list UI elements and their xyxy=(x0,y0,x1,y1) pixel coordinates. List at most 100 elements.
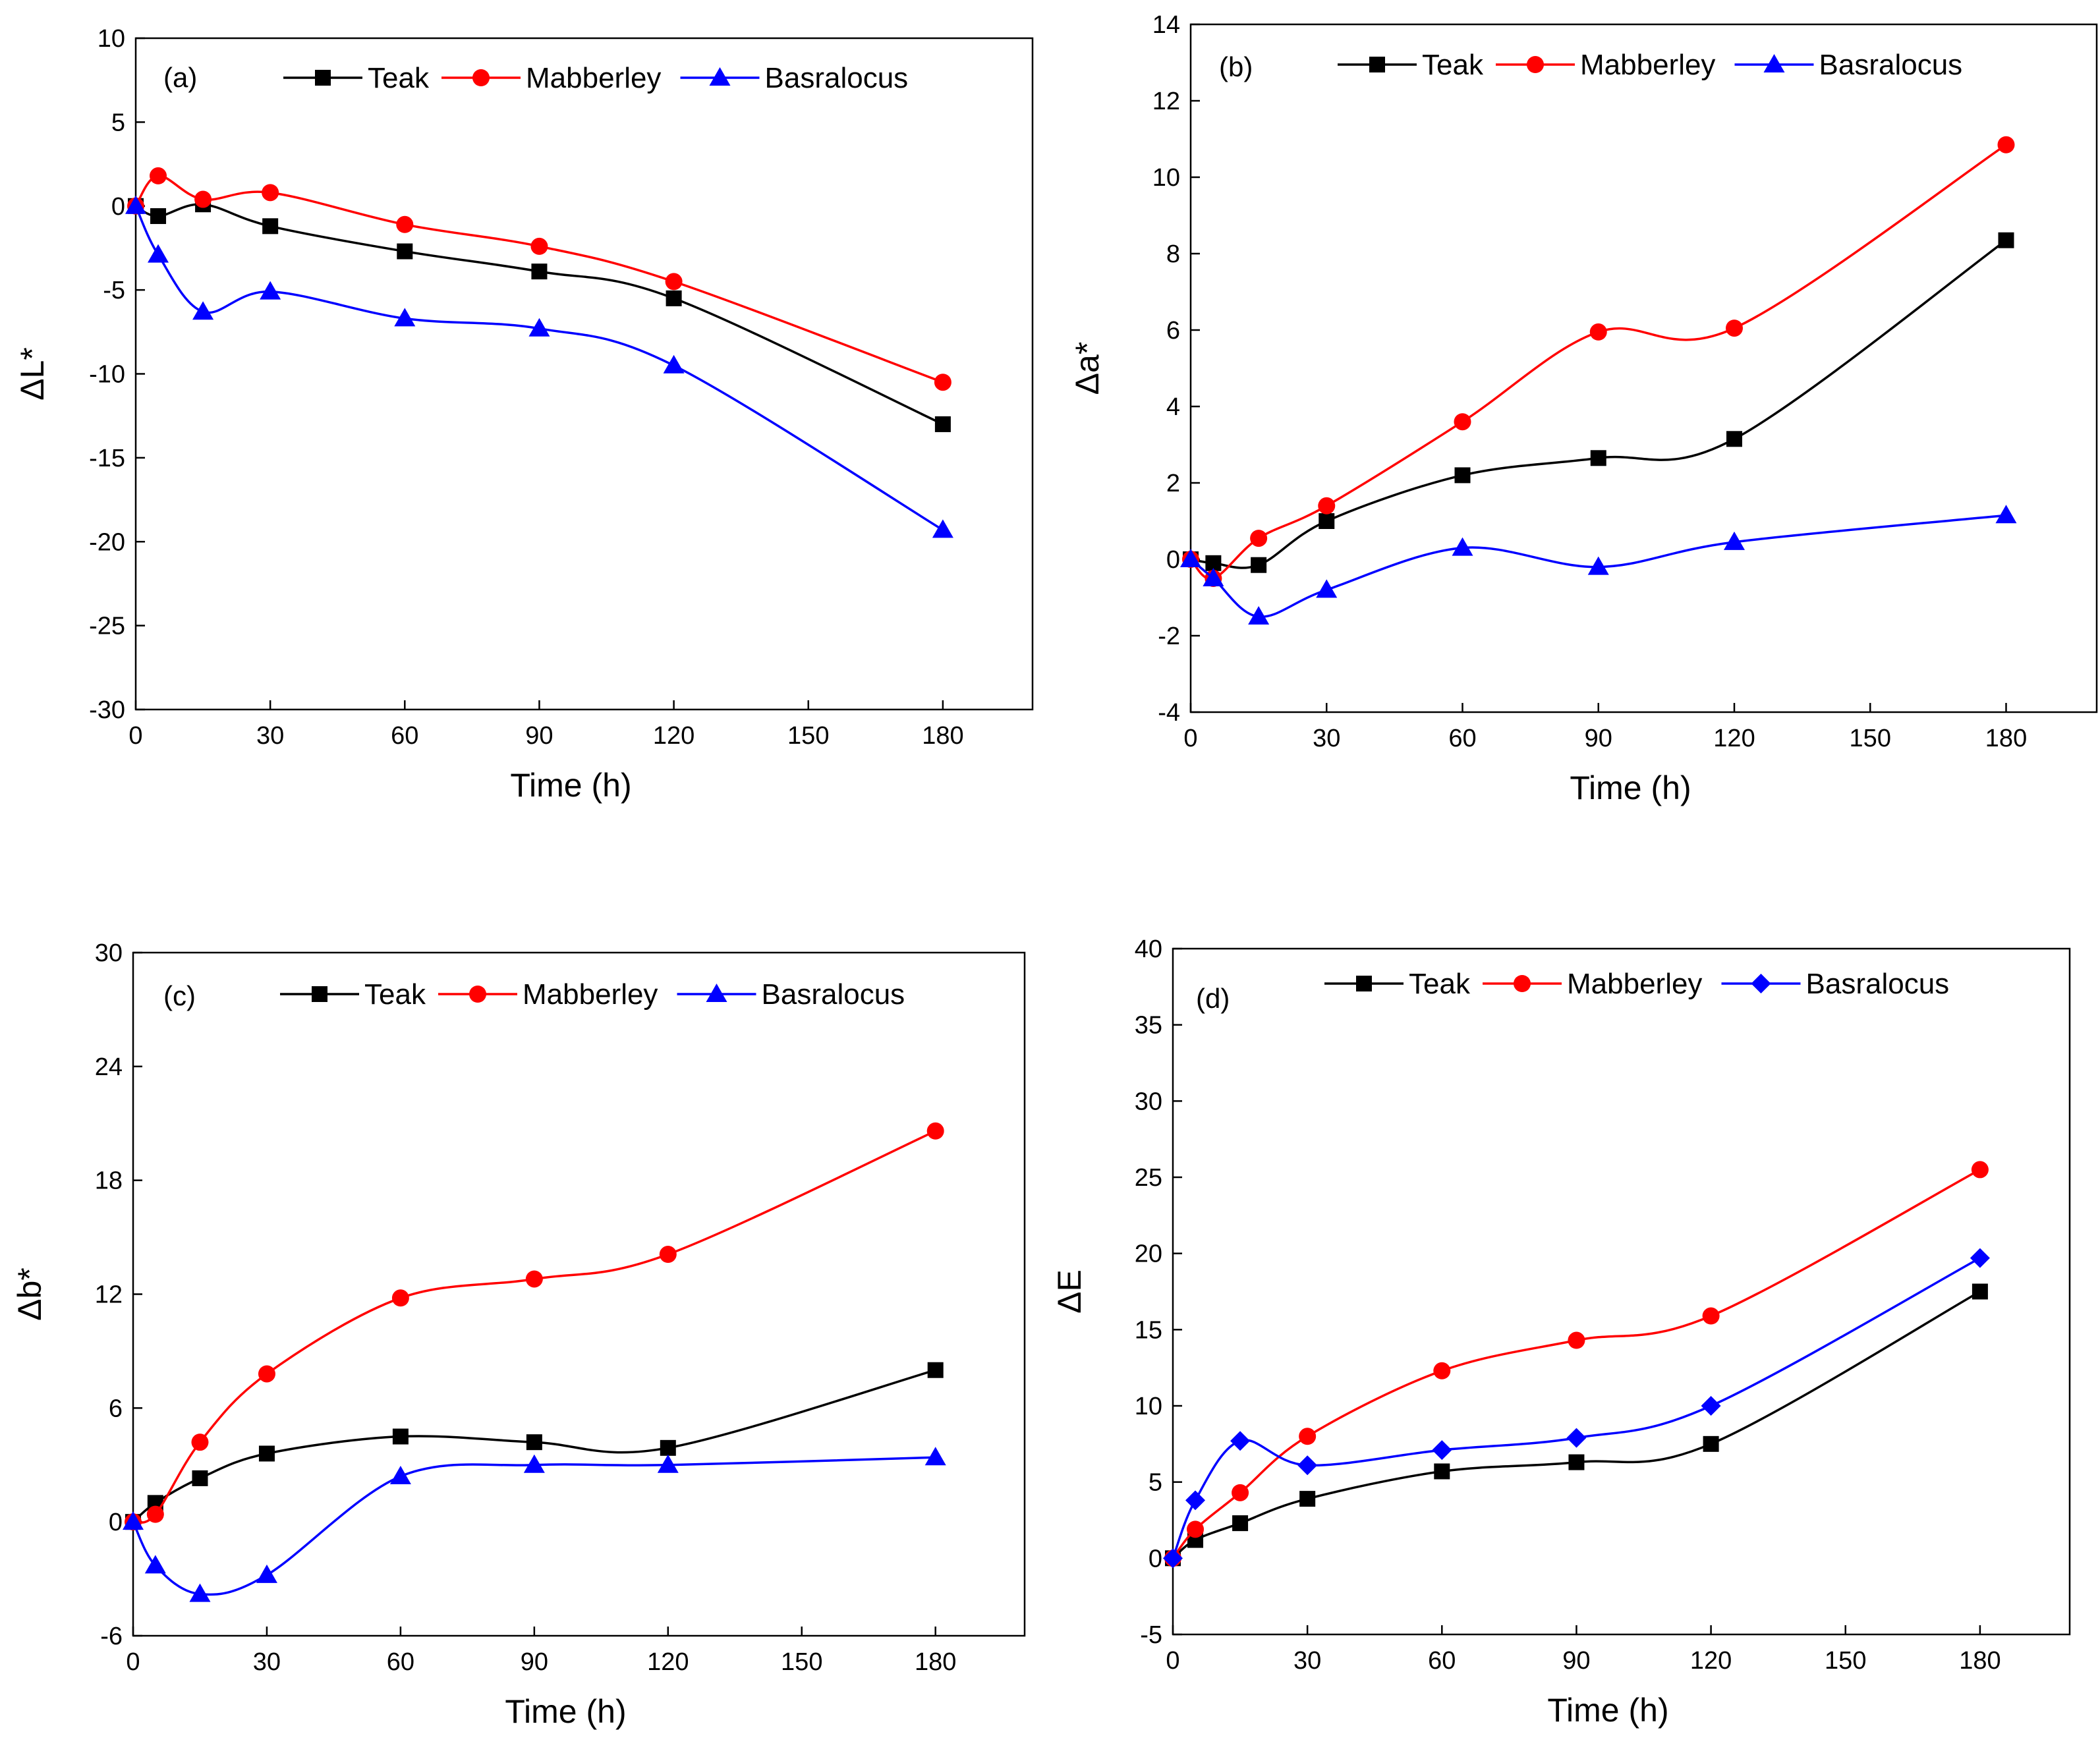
data-point xyxy=(1587,556,1609,575)
legend-item-teak: Teak xyxy=(280,978,426,1011)
x-tick-label: 60 xyxy=(387,1648,414,1676)
y-tick-label: 6 xyxy=(109,1395,123,1422)
y-tick-label: 12 xyxy=(1152,88,1180,115)
panel-label: (a) xyxy=(163,62,197,93)
legend-item-basralocus: Basralocus xyxy=(677,978,905,1011)
data-point xyxy=(528,318,550,337)
legend-marker xyxy=(312,986,327,1002)
x-tick-label: 90 xyxy=(521,1648,548,1676)
y-tick-label: 0 xyxy=(111,193,125,221)
panel-label: (d) xyxy=(1196,983,1230,1014)
legend-label: Basralocus xyxy=(765,62,909,94)
y-tick-label: 18 xyxy=(95,1167,123,1195)
legend-marker xyxy=(709,67,731,86)
y-tick-label: -30 xyxy=(89,696,125,724)
y-tick-label: -4 xyxy=(1158,699,1180,727)
legend-marker xyxy=(1527,56,1544,73)
data-point xyxy=(194,190,212,208)
data-point xyxy=(657,1454,679,1473)
legend-marker xyxy=(1751,974,1771,993)
data-point xyxy=(1232,1515,1249,1532)
y-tick-label: -5 xyxy=(103,277,125,304)
data-point xyxy=(1318,497,1336,515)
data-point xyxy=(1724,531,1745,550)
data-point xyxy=(123,1511,144,1530)
panel-label: (b) xyxy=(1219,51,1253,82)
legend-label: Basralocus xyxy=(1819,49,1963,81)
data-point xyxy=(262,184,279,202)
data-point xyxy=(1995,505,2017,524)
x-tick-label: 30 xyxy=(256,722,284,750)
data-point xyxy=(530,237,548,255)
data-point xyxy=(1997,136,2015,153)
x-tick-label: 150 xyxy=(1825,1647,1866,1675)
y-tick-label: 6 xyxy=(1166,317,1180,345)
y-axis-title: Δa* xyxy=(1069,342,1106,395)
series-line xyxy=(1172,1168,1981,1559)
y-tick-label: 10 xyxy=(1152,164,1180,192)
data-point xyxy=(1297,1455,1318,1476)
legend-item-teak: Teak xyxy=(1338,49,1484,81)
data-point xyxy=(258,1445,275,1462)
legend-label: Mabberley xyxy=(1580,49,1715,81)
y-tick-label: 40 xyxy=(1135,935,1162,963)
y-tick-label: 4 xyxy=(1166,393,1180,421)
x-tick-label: 120 xyxy=(1713,725,1755,752)
legend-item-mabberley: Mabberley xyxy=(1483,968,1702,1000)
x-tick-label: 0 xyxy=(1183,725,1197,752)
data-point xyxy=(397,243,413,260)
data-point xyxy=(924,1447,946,1466)
x-tick-label: 0 xyxy=(1166,1647,1179,1675)
legend-marker xyxy=(1763,54,1785,72)
x-axis-title: Time (h) xyxy=(1547,1692,1668,1729)
data-point xyxy=(1726,320,1743,337)
x-tick-label: 150 xyxy=(781,1648,822,1676)
data-point xyxy=(1970,1248,1990,1268)
y-tick-label: 5 xyxy=(111,109,125,136)
x-axis-title: Time (h) xyxy=(510,767,631,804)
x-tick-label: 0 xyxy=(126,1648,140,1676)
data-point xyxy=(150,167,167,184)
legend: Teak Mabberley Basralocus xyxy=(280,978,905,1011)
legend-label: Mabberley xyxy=(1567,968,1702,1000)
legend-item-mabberley: Mabberley xyxy=(1496,49,1715,81)
y-tick-label: -2 xyxy=(1158,623,1180,650)
data-point xyxy=(1433,1362,1451,1379)
y-tick-label: 5 xyxy=(1149,1469,1162,1497)
x-tick-label: 150 xyxy=(1850,725,1891,752)
data-point xyxy=(666,290,682,306)
legend-item-basralocus: Basralocus xyxy=(680,62,909,94)
data-point xyxy=(1163,1548,1183,1569)
data-point xyxy=(396,215,414,233)
data-point xyxy=(526,1434,542,1451)
data-point xyxy=(394,308,416,327)
data-point xyxy=(1232,1484,1249,1501)
series-line xyxy=(132,1369,936,1523)
legend-label: Teak xyxy=(368,62,430,94)
legend-label: Basralocus xyxy=(1806,968,1950,1000)
y-tick-label: 10 xyxy=(1135,1393,1162,1420)
y-tick-label: 15 xyxy=(1135,1316,1162,1344)
x-tick-label: 60 xyxy=(391,722,418,750)
data-point xyxy=(932,519,953,538)
legend-label: Mabberley xyxy=(523,978,658,1011)
data-point xyxy=(934,374,951,391)
legend-marker xyxy=(1369,57,1385,72)
x-tick-label: 120 xyxy=(1690,1647,1732,1675)
x-axis-title: Time (h) xyxy=(1570,769,1691,806)
plot-frame xyxy=(1189,23,2098,713)
y-tick-label: -6 xyxy=(100,1623,123,1650)
y-tick-label: 2 xyxy=(1166,470,1180,497)
data-point xyxy=(146,1505,164,1523)
chart-panel-b: 0 30 60 90 120 150 180 -4 -2 0 2 4 6 8 10 12 14 Time (h) Δ… xyxy=(1069,11,2098,806)
legend: Teak Mabberley Basralocus xyxy=(1324,968,1949,1000)
data-point xyxy=(389,1466,411,1485)
x-axis-title: Time (h) xyxy=(505,1693,626,1730)
x-tick-label: 60 xyxy=(1448,725,1476,752)
data-point xyxy=(256,1564,277,1583)
y-tick-label: 0 xyxy=(109,1509,123,1536)
data-point xyxy=(1180,549,1201,567)
data-point xyxy=(1452,537,1473,556)
x-tick-label: 180 xyxy=(1959,1647,2001,1675)
x-tick-label: 90 xyxy=(1562,1647,1590,1675)
